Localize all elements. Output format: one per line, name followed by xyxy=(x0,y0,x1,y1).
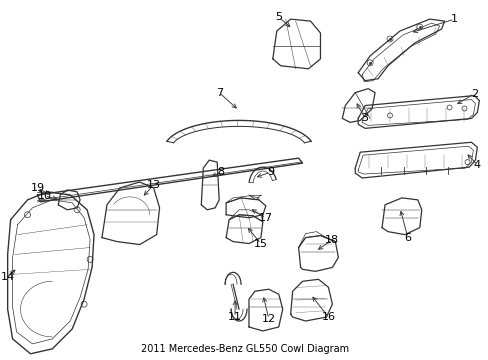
Text: 3: 3 xyxy=(361,113,368,123)
Text: 1: 1 xyxy=(450,14,457,24)
Text: 7: 7 xyxy=(215,87,223,98)
Text: 4: 4 xyxy=(473,160,480,170)
Text: 19: 19 xyxy=(30,183,44,193)
Text: 10: 10 xyxy=(37,191,51,201)
Text: 5: 5 xyxy=(275,12,282,22)
Text: 6: 6 xyxy=(404,233,410,243)
Text: 11: 11 xyxy=(227,312,242,322)
Text: 17: 17 xyxy=(258,213,272,223)
Text: 8: 8 xyxy=(217,167,224,177)
Text: 13: 13 xyxy=(146,180,160,190)
Text: 18: 18 xyxy=(325,235,339,244)
Text: 2: 2 xyxy=(470,89,477,99)
Text: 9: 9 xyxy=(267,167,274,177)
Text: 12: 12 xyxy=(261,314,275,324)
Text: 14: 14 xyxy=(0,272,15,282)
Text: 15: 15 xyxy=(253,239,267,248)
Text: 16: 16 xyxy=(321,312,335,322)
Text: 2011 Mercedes-Benz GL550 Cowl Diagram: 2011 Mercedes-Benz GL550 Cowl Diagram xyxy=(141,344,348,354)
